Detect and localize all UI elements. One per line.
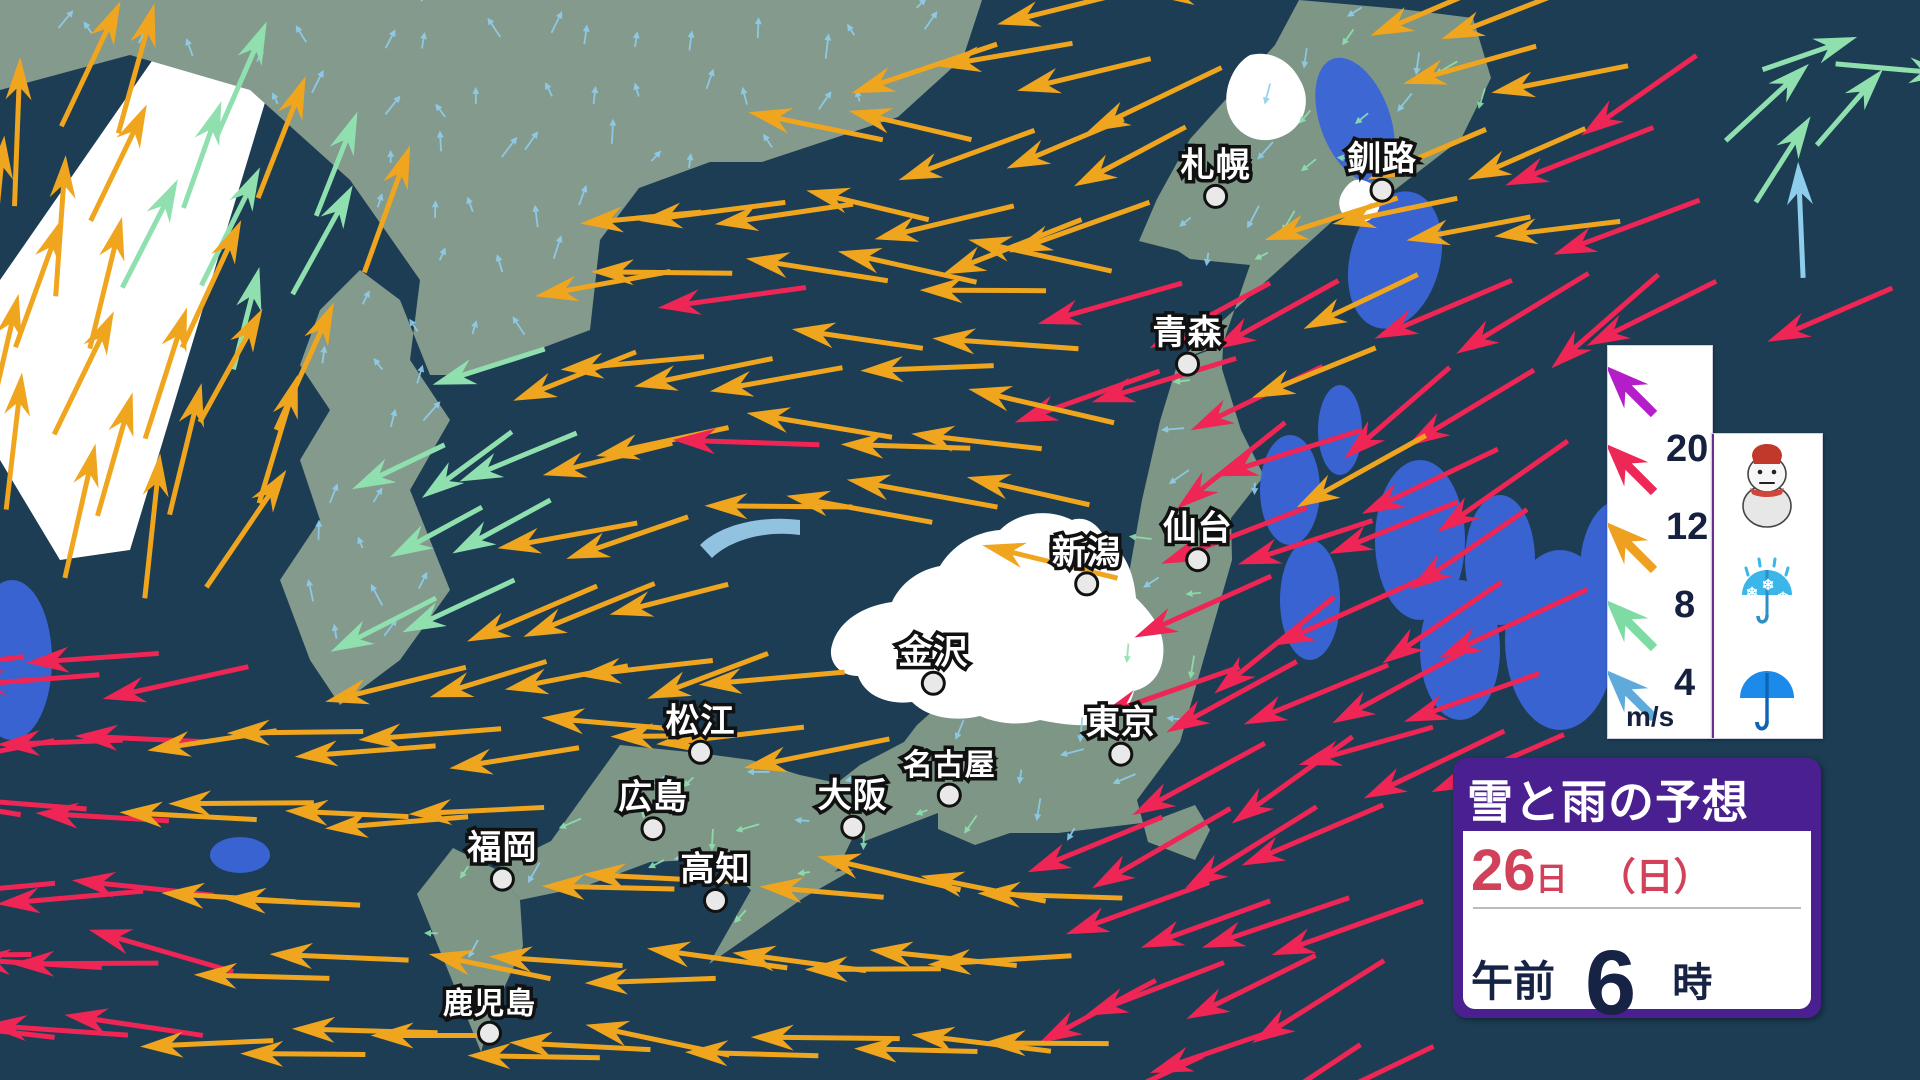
svg-text:東京: 東京 (1086, 704, 1156, 742)
svg-text:広島: 広島 (618, 779, 688, 817)
svg-text:福岡: 福岡 (466, 829, 537, 867)
svg-text:大阪: 大阪 (818, 777, 888, 815)
svg-text:青森: 青森 (1153, 314, 1223, 352)
svg-text:金沢: 金沢 (897, 632, 968, 671)
svg-text:❄: ❄ (1762, 577, 1775, 594)
svg-text:新潟: 新潟 (1052, 534, 1122, 572)
svg-text:鹿児島: 鹿児島 (443, 986, 536, 1020)
svg-text:高知: 高知 (681, 851, 751, 889)
svg-text:釧路: 釧路 (1347, 140, 1417, 178)
svg-text:❄: ❄ (1746, 585, 1759, 602)
svg-text:❄: ❄ (1777, 589, 1789, 605)
svg-text:仙台: 仙台 (1163, 510, 1233, 548)
svg-text:松江: 松江 (666, 702, 736, 740)
svg-text:名古屋: 名古屋 (903, 749, 996, 782)
svg-text:札幌: 札幌 (1181, 146, 1251, 184)
